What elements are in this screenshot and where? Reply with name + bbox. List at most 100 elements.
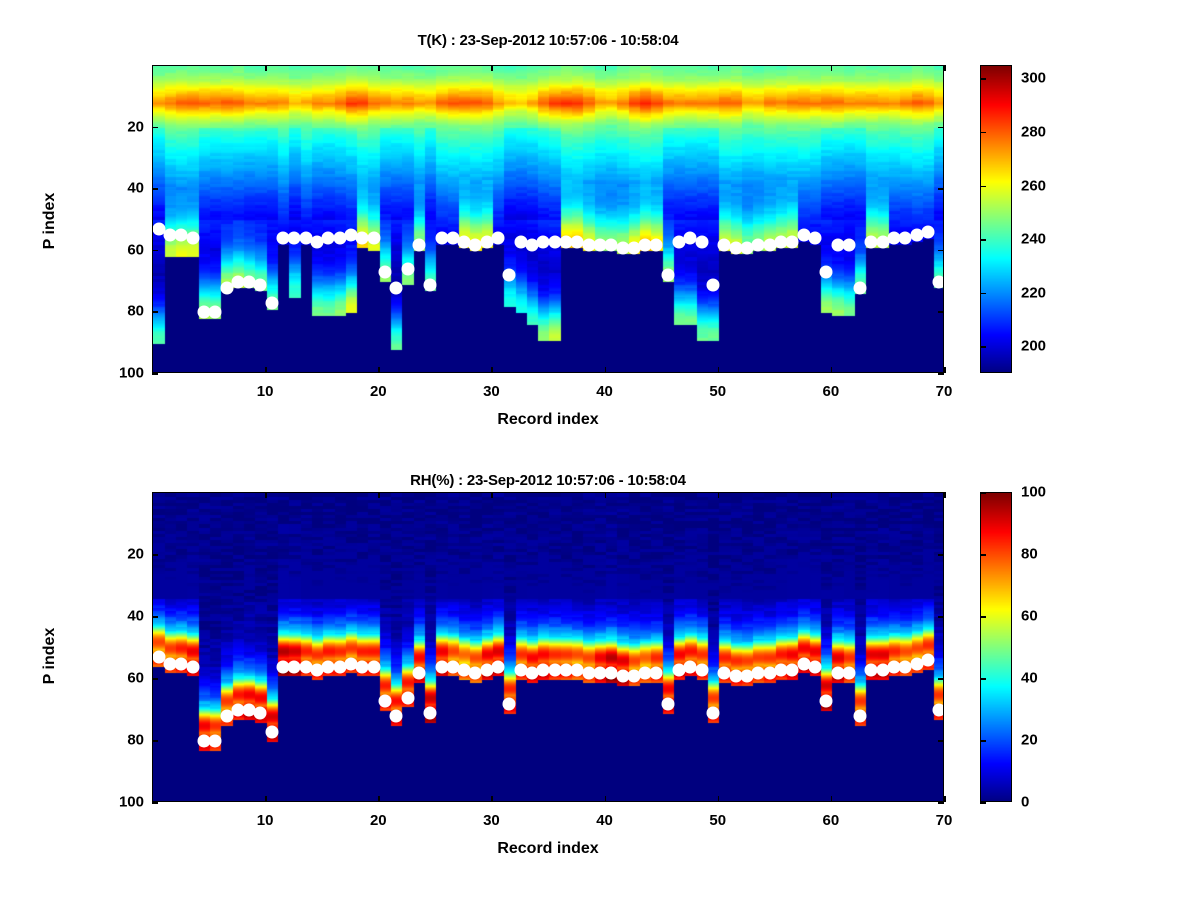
surface-marker xyxy=(819,265,833,279)
x-tickmark xyxy=(378,65,380,71)
surface-marker xyxy=(593,238,607,252)
surface-marker xyxy=(412,666,426,680)
x-tickmark xyxy=(717,367,720,373)
surface-marker xyxy=(480,235,494,249)
x-tickmark xyxy=(717,492,720,498)
surface-marker xyxy=(265,296,279,310)
colorbar-tick-label: 100 xyxy=(1021,483,1047,501)
surface-marker xyxy=(593,666,607,680)
surface-marker xyxy=(751,666,765,680)
surface-marker xyxy=(344,228,358,242)
surface-marker xyxy=(287,231,301,245)
surface-marker xyxy=(898,231,912,245)
colorbar-tickmark xyxy=(980,131,986,134)
surface-marker xyxy=(842,238,856,252)
y-tick-label: 100 xyxy=(118,793,144,811)
surface-marker xyxy=(321,660,335,674)
temperature-xlabel: Record index xyxy=(497,411,599,428)
surface-marker xyxy=(344,657,358,670)
surface-marker xyxy=(864,235,878,249)
x-tick-label: 10 xyxy=(256,383,274,400)
surface-marker xyxy=(616,669,630,683)
colorbar-tickmark xyxy=(980,346,986,348)
colorbar-tick-label: 300 xyxy=(1021,69,1047,87)
x-tickmark xyxy=(265,65,267,71)
colorbar-tickmark xyxy=(980,239,986,241)
surface-marker xyxy=(220,281,234,295)
surface-marker xyxy=(276,231,290,245)
surface-marker xyxy=(570,663,584,677)
surface-marker xyxy=(604,238,618,252)
x-tick-label: 20 xyxy=(369,812,387,829)
colorbar-tick-label: 280 xyxy=(1021,123,1047,141)
humidity-colorbar[interactable] xyxy=(980,492,1012,802)
colorbar-tick-label: 220 xyxy=(1021,284,1047,302)
surface-marker xyxy=(672,235,686,249)
surface-marker xyxy=(570,235,584,249)
surface-marker xyxy=(287,660,301,674)
temperature-colorbar[interactable] xyxy=(980,65,1012,373)
surface-marker xyxy=(683,231,697,245)
surface-marker xyxy=(536,663,550,677)
x-tickmark xyxy=(717,796,720,802)
surface-marker xyxy=(480,663,494,677)
surface-marker xyxy=(876,663,890,677)
temperature-heatmap-axes[interactable] xyxy=(152,65,944,373)
surface-marker xyxy=(649,238,663,252)
colorbar-tick-label: 20 xyxy=(1021,731,1038,749)
surface-marker xyxy=(638,666,652,680)
humidity-heatmap-axes[interactable] xyxy=(152,492,944,802)
y-tick-label: 20 xyxy=(127,118,144,136)
surface-marker xyxy=(559,235,573,249)
surface-marker xyxy=(197,305,211,319)
surface-marker xyxy=(457,663,471,677)
surface-marker xyxy=(186,660,200,674)
y-tickmark xyxy=(152,373,158,375)
x-tick-label: 30 xyxy=(483,812,500,829)
humidity-panel: RH(%) : 23-Sep-2012 10:57:06 - 10:58:04 … xyxy=(0,450,1200,900)
colorbar-tick-label: 40 xyxy=(1021,669,1038,687)
surface-marker xyxy=(174,228,188,242)
humidity-surface-markers xyxy=(153,493,943,801)
surface-marker xyxy=(695,663,709,677)
colorbar-tick-label: 60 xyxy=(1021,607,1038,625)
surface-marker xyxy=(785,235,799,249)
y-tick-label: 100 xyxy=(118,364,144,382)
x-tickmark xyxy=(944,796,946,802)
surface-marker xyxy=(661,268,675,282)
surface-marker xyxy=(831,666,844,680)
surface-marker xyxy=(468,238,482,252)
y-tickmark xyxy=(938,249,944,252)
surface-marker xyxy=(468,666,482,680)
surface-marker xyxy=(774,235,788,249)
surface-marker xyxy=(695,235,709,249)
surface-marker xyxy=(853,281,867,295)
y-tickmark xyxy=(938,802,944,804)
surface-marker xyxy=(355,231,369,245)
surface-marker xyxy=(729,669,743,683)
surface-marker xyxy=(367,660,381,674)
colorbar-tickmark xyxy=(980,292,986,295)
y-tickmark xyxy=(152,554,158,556)
y-tickmark xyxy=(938,554,944,556)
colorbar-tickmark xyxy=(980,554,986,556)
temperature-ylabel: P index xyxy=(41,192,58,250)
y-tickmark xyxy=(938,126,944,129)
surface-marker xyxy=(412,238,426,252)
x-tick-label: 30 xyxy=(483,383,500,400)
x-tickmark xyxy=(378,367,380,373)
x-tick-label: 60 xyxy=(822,383,840,400)
x-tick-label: 70 xyxy=(935,812,953,829)
surface-marker xyxy=(186,231,200,245)
surface-marker xyxy=(853,709,867,723)
surface-marker xyxy=(717,666,731,680)
x-tick-label: 70 xyxy=(935,383,953,400)
x-tick-label: 20 xyxy=(369,383,387,400)
surface-marker xyxy=(842,666,856,680)
surface-marker xyxy=(163,657,177,670)
surface-marker xyxy=(831,238,844,252)
x-tickmark xyxy=(604,492,607,498)
y-tickmark xyxy=(152,311,158,313)
x-tickmark xyxy=(830,65,833,71)
y-tick-label: 40 xyxy=(127,179,144,197)
